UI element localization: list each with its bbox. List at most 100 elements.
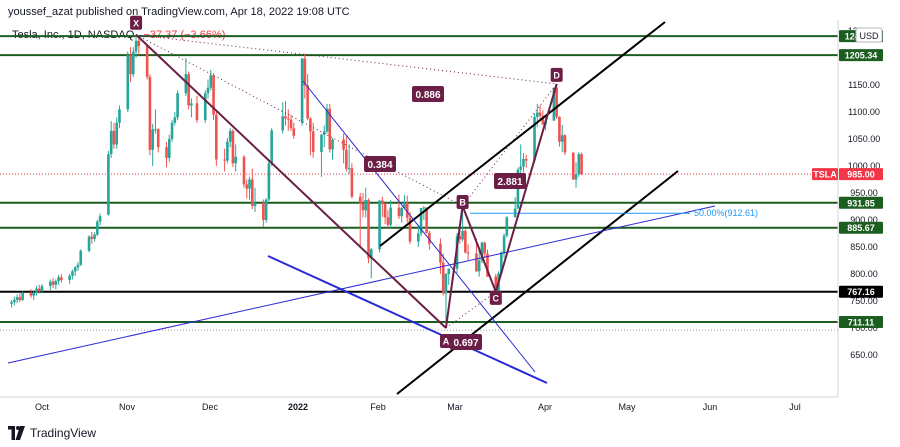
lower-channel-line[interactable] [267, 255, 548, 384]
candle-body[interactable] [190, 103, 193, 106]
candle-body[interactable] [311, 131, 315, 152]
candle-body[interactable] [522, 158, 525, 167]
candle-body[interactable] [73, 267, 77, 272]
candle-body[interactable] [264, 199, 268, 220]
candle-body[interactable] [552, 87, 556, 121]
candle-body[interactable] [223, 159, 226, 161]
candle-body[interactable] [422, 207, 426, 209]
candle-body[interactable] [176, 93, 179, 118]
candle-body[interactable] [137, 40, 141, 47]
candle-body[interactable] [580, 154, 583, 175]
candle-body[interactable] [574, 174, 578, 180]
candle-body[interactable] [524, 158, 528, 161]
candle-body[interactable] [563, 135, 567, 153]
candle-body[interactable] [408, 217, 412, 242]
candle-body[interactable] [284, 116, 287, 119]
candle-body[interactable] [571, 152, 575, 180]
candle-body[interactable] [347, 168, 351, 170]
candle-body[interactable] [364, 200, 368, 211]
candle-body[interactable] [342, 139, 345, 150]
candle-body[interactable] [215, 114, 218, 160]
candle-body[interactable] [167, 139, 171, 158]
candle-body[interactable] [345, 149, 348, 169]
candle-body[interactable] [112, 130, 116, 145]
candle-body[interactable] [76, 264, 80, 268]
pattern-ratio-box[interactable] [494, 173, 526, 189]
candle-body[interactable] [245, 184, 249, 189]
pattern-point-marker[interactable] [489, 290, 502, 305]
candle-body[interactable] [253, 202, 257, 206]
candle-body[interactable] [425, 207, 428, 233]
candle-body[interactable] [228, 130, 232, 142]
candle-body[interactable] [447, 268, 451, 274]
candle-body[interactable] [331, 139, 334, 150]
candle-body[interactable] [107, 154, 110, 215]
candle-body[interactable] [483, 242, 487, 254]
candle-body[interactable] [18, 297, 22, 300]
candle-body[interactable] [13, 299, 16, 303]
candle-body[interactable] [109, 130, 113, 155]
candle-body[interactable] [134, 40, 138, 52]
candle-body[interactable] [397, 207, 401, 217]
candle-body[interactable] [234, 156, 237, 164]
candle-body[interactable] [428, 232, 431, 244]
candle-body[interactable] [441, 262, 445, 294]
candle-body[interactable] [535, 112, 539, 117]
candle-body[interactable] [226, 141, 229, 161]
candle-body[interactable] [203, 93, 207, 121]
candle-body[interactable] [115, 122, 119, 145]
candle-body[interactable] [212, 75, 215, 115]
candle-body[interactable] [15, 297, 19, 300]
candle-body[interactable] [98, 216, 102, 222]
candle-body[interactable] [480, 242, 484, 261]
pattern-point-marker[interactable] [439, 334, 452, 348]
candle-body[interactable] [187, 74, 190, 106]
candle-body[interactable] [306, 85, 309, 119]
pattern-ratio-box[interactable] [412, 86, 444, 102]
candle-body[interactable] [206, 87, 210, 94]
candle-body[interactable] [286, 118, 290, 120]
candle-body[interactable] [358, 196, 362, 204]
candle-body[interactable] [577, 154, 581, 175]
candle-body[interactable] [93, 234, 96, 239]
candle-body[interactable] [477, 260, 481, 272]
candle-body[interactable] [533, 116, 536, 161]
candle-body[interactable] [40, 285, 44, 292]
candle-body[interactable] [300, 58, 304, 123]
candle-body[interactable] [145, 46, 149, 77]
candle-body[interactable] [461, 230, 464, 240]
pattern-point-marker[interactable] [456, 194, 469, 209]
candle-body[interactable] [129, 55, 132, 75]
candle-body[interactable] [151, 129, 154, 150]
candle-body[interactable] [156, 129, 160, 148]
candle-body[interactable] [486, 253, 489, 277]
candle-body[interactable] [403, 202, 406, 209]
candle-body[interactable] [57, 277, 60, 282]
pattern-point-marker[interactable] [550, 67, 563, 82]
candle-body[interactable] [32, 292, 35, 296]
candle-body[interactable] [270, 130, 273, 164]
candle-body[interactable] [381, 200, 384, 204]
candle-body[interactable] [558, 116, 561, 142]
candle-body[interactable] [54, 281, 58, 285]
candle-body[interactable] [475, 253, 478, 272]
candle-body[interactable] [170, 122, 174, 139]
candle-body[interactable] [173, 117, 177, 123]
candle-body[interactable] [118, 109, 121, 123]
candle-body[interactable] [242, 156, 246, 185]
pattern-point-marker[interactable] [130, 15, 143, 30]
candle-body[interactable] [389, 207, 392, 225]
candle-body[interactable] [419, 208, 423, 234]
pattern-ratio-box[interactable] [364, 156, 396, 172]
candle-body[interactable] [96, 221, 99, 235]
candle-body[interactable] [350, 168, 354, 197]
trend-channel-lower-line[interactable] [396, 170, 679, 395]
candle-body[interactable] [541, 115, 545, 125]
candle-body[interactable] [35, 288, 38, 293]
candle-body[interactable] [49, 281, 52, 286]
candle-body[interactable] [267, 163, 271, 200]
candle-body[interactable] [90, 236, 94, 239]
candle-body[interactable] [184, 74, 188, 94]
candle-body[interactable] [37, 288, 41, 292]
candle-body[interactable] [555, 87, 558, 117]
